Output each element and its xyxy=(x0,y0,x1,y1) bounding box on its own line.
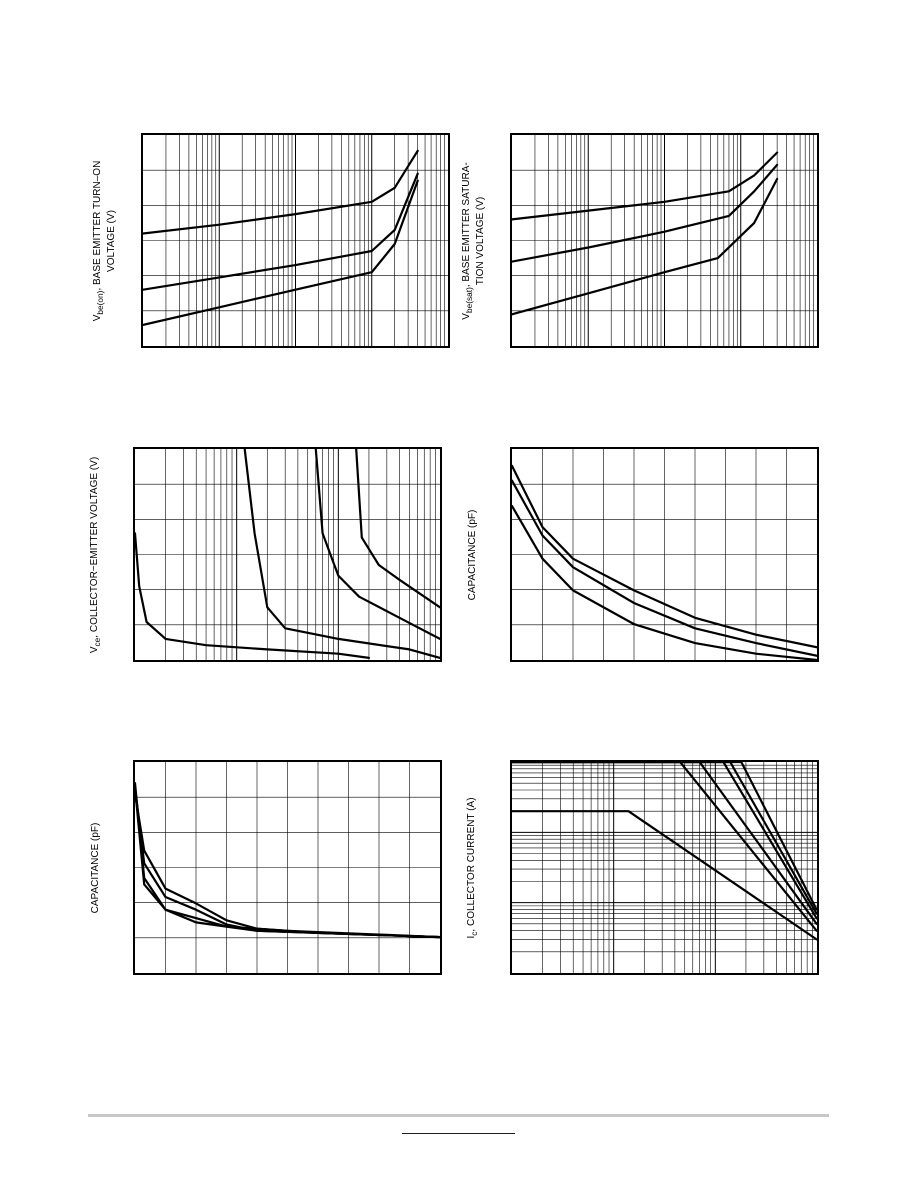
series-6-line xyxy=(512,762,817,911)
grid xyxy=(512,449,817,660)
series-2-line xyxy=(512,479,817,657)
series-1-line xyxy=(512,151,779,221)
chart-1-plot xyxy=(143,135,448,346)
series-3-line xyxy=(512,504,817,660)
series-2-line xyxy=(512,762,817,932)
chart-3-plot xyxy=(135,449,440,660)
chart-5 xyxy=(133,760,442,975)
chart-6-plot xyxy=(512,762,817,973)
series-2-line xyxy=(512,163,779,263)
footer-link[interactable] xyxy=(402,1119,515,1134)
grid xyxy=(512,762,817,973)
grid xyxy=(135,449,440,660)
series-1-line xyxy=(143,149,419,235)
series-1-line xyxy=(135,532,370,659)
series-4-line xyxy=(512,762,817,920)
grid xyxy=(135,762,440,973)
chart-5-plot xyxy=(135,762,440,973)
chart-4-plot xyxy=(512,449,817,660)
chart-3 xyxy=(133,447,442,662)
series-5-line xyxy=(512,762,817,915)
grid xyxy=(512,135,817,346)
chart-6 xyxy=(510,760,819,975)
grid xyxy=(143,135,448,346)
chart-1 xyxy=(141,133,450,348)
series-3-line xyxy=(143,179,419,326)
series-3-line xyxy=(314,449,440,640)
footer-divider xyxy=(88,1114,829,1117)
chart-4 xyxy=(510,447,819,662)
series-2-line xyxy=(243,449,440,659)
series-3-line xyxy=(512,762,817,925)
series-1-line xyxy=(512,464,817,649)
chart-2-plot xyxy=(512,135,817,346)
series-4-line xyxy=(135,786,440,939)
series-4-line xyxy=(355,449,440,609)
series-2-line xyxy=(143,172,419,291)
series-1-line xyxy=(512,810,817,941)
series-3-line xyxy=(512,177,779,316)
chart-2 xyxy=(510,133,819,348)
